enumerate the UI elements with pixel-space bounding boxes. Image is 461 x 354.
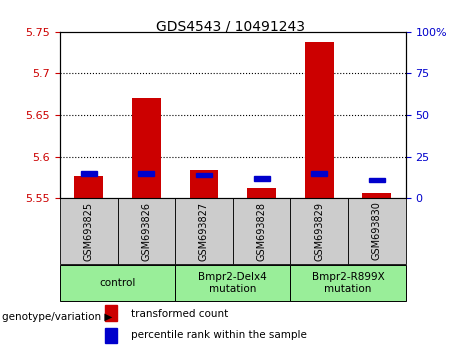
- Bar: [305, 42, 334, 198]
- FancyBboxPatch shape: [118, 198, 175, 264]
- Text: GSM693827: GSM693827: [199, 201, 209, 261]
- FancyBboxPatch shape: [348, 198, 406, 264]
- Bar: [254, 176, 270, 181]
- Bar: [369, 178, 385, 182]
- Text: control: control: [100, 278, 136, 288]
- Bar: [105, 306, 117, 321]
- Bar: [189, 170, 219, 198]
- FancyBboxPatch shape: [233, 198, 290, 264]
- Bar: [247, 188, 276, 198]
- Bar: [74, 176, 103, 198]
- Bar: [105, 328, 117, 343]
- Text: GSM693826: GSM693826: [142, 201, 151, 261]
- FancyBboxPatch shape: [60, 198, 118, 264]
- Bar: [362, 193, 391, 198]
- FancyBboxPatch shape: [60, 265, 175, 301]
- Text: Bmpr2-Delx4
mutation: Bmpr2-Delx4 mutation: [198, 272, 267, 294]
- Text: genotype/variation ▶: genotype/variation ▶: [2, 312, 112, 322]
- Text: percentile rank within the sample: percentile rank within the sample: [131, 330, 307, 340]
- FancyBboxPatch shape: [290, 265, 406, 301]
- Bar: [138, 171, 154, 176]
- Text: GSM693828: GSM693828: [257, 201, 266, 261]
- Text: Bmpr2-R899X
mutation: Bmpr2-R899X mutation: [312, 272, 384, 294]
- Bar: [196, 173, 212, 177]
- Text: GSM693825: GSM693825: [84, 201, 94, 261]
- FancyBboxPatch shape: [175, 265, 290, 301]
- FancyBboxPatch shape: [290, 198, 348, 264]
- Bar: [132, 98, 161, 198]
- Text: transformed count: transformed count: [131, 309, 228, 319]
- Bar: [311, 171, 327, 176]
- Bar: [81, 171, 97, 176]
- FancyBboxPatch shape: [175, 198, 233, 264]
- Text: GDS4543 / 10491243: GDS4543 / 10491243: [156, 19, 305, 34]
- Text: GSM693830: GSM693830: [372, 201, 382, 261]
- Text: GSM693829: GSM693829: [314, 201, 324, 261]
